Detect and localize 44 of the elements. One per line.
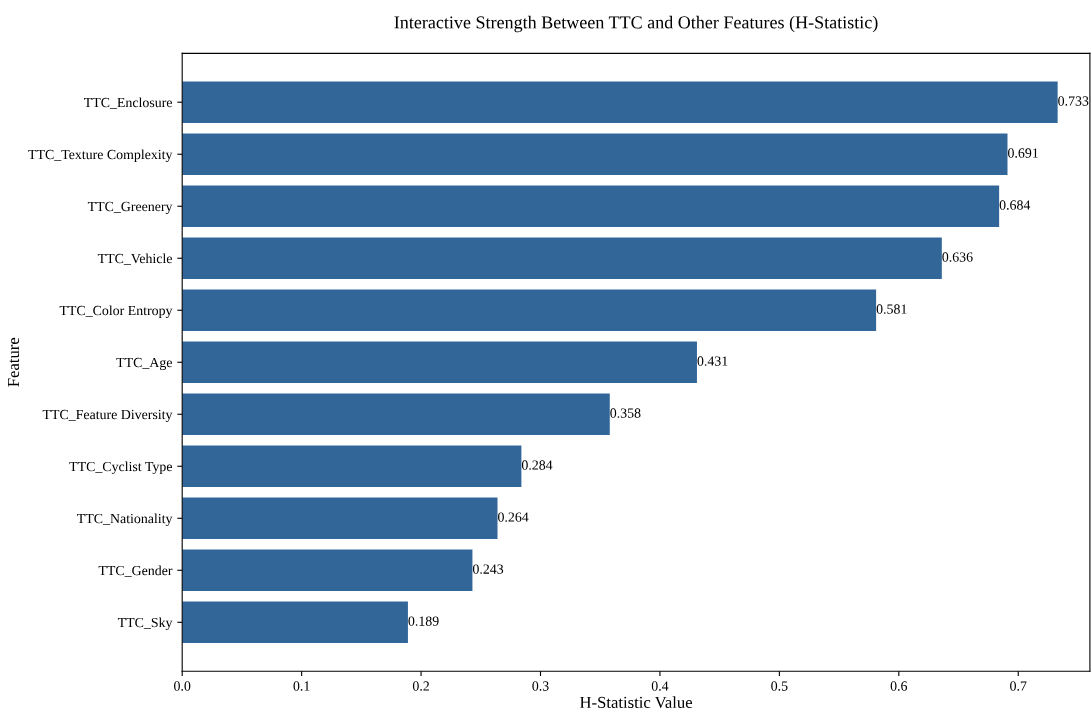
x-tick-label: 0.0 [174,681,191,691]
bar [182,81,1058,124]
y-tick-label: TTC_Texture Complexity [28,149,173,163]
bar [182,497,498,540]
x-tick-label: 0.4 [651,681,669,691]
x-tick-label: 0.6 [890,681,908,691]
y-tick-label: TTC_Sky [117,617,173,631]
x-axis-title: H-Statistic Value [579,696,693,709]
chart-title: Interactive Strength Between TTC and Other Features (H-Statistic) [394,15,878,33]
y-tick-label: TTC_Age [116,357,172,371]
x-tick-label: 0.2 [412,681,429,691]
bar [182,237,942,280]
y-tick-label: TTC_Vehicle [97,253,172,265]
bar [182,185,1000,228]
y-tick-label: TTC_Feature Diversity [42,409,173,423]
data-label: 0.684 [999,200,1031,210]
bar [182,601,408,644]
x-tick-label: 0.7 [1010,681,1027,691]
y-tick-label: TTC_Cyclist Type [69,461,172,475]
data-label: 0.358 [610,408,641,418]
y-tick-label: TTC_Nationality [77,513,173,527]
data-label: 0.581 [876,304,907,314]
data-label: 0.431 [697,356,728,366]
data-label: 0.243 [472,564,504,574]
bar [182,133,1008,176]
data-label: 0.284 [521,460,553,470]
bar [182,393,610,436]
bar [182,341,697,384]
y-axis-title: Feature [8,337,20,387]
y-tick-label: TTC_Gender [98,565,173,577]
x-tick-label: 0.1 [293,681,310,691]
y-tick-label: TTC_Enclosure [84,97,172,109]
bar [182,289,877,332]
data-label: 0.691 [1008,148,1038,158]
x-tick-label: 0.5 [771,681,788,691]
data-label: 0.733 [1058,96,1089,106]
bar [182,445,522,488]
y-tick-label: TTC_Greenery [87,201,173,215]
data-label: 0.189 [408,616,439,626]
x-tick-label: 0.3 [532,681,549,691]
y-tick-label: TTC_Color Entropy [59,305,173,319]
data-label: 0.264 [498,512,529,522]
bar [182,549,473,592]
data-label: 0.636 [942,252,973,262]
